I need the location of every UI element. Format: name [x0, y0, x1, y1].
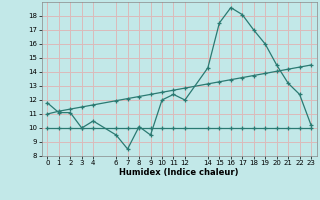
X-axis label: Humidex (Indice chaleur): Humidex (Indice chaleur)	[119, 168, 239, 177]
